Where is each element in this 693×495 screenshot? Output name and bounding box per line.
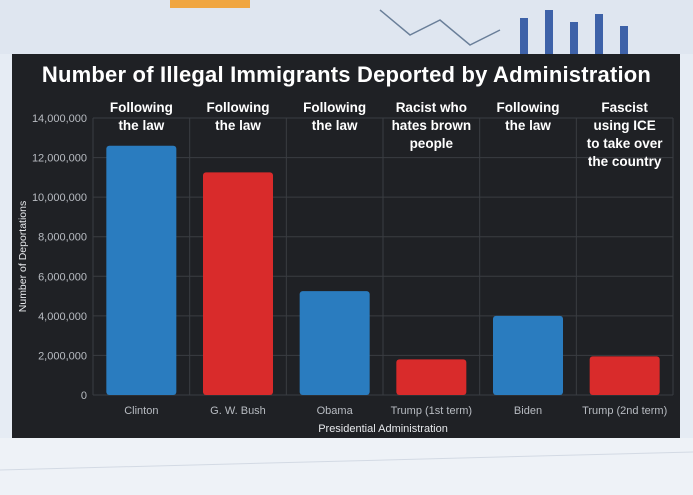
- y-tick-label: 8,000,000: [38, 232, 87, 244]
- x-tick-label: Clinton: [124, 405, 158, 417]
- x-tick-label: G. W. Bush: [210, 405, 266, 417]
- bar-annotation: Following the law: [109, 100, 173, 133]
- y-tick-label: 12,000,000: [32, 153, 87, 165]
- y-tick-label: 6,000,000: [38, 271, 87, 283]
- y-tick-label: 2,000,000: [38, 350, 87, 362]
- x-axis-label: Presidential Administration: [318, 423, 448, 435]
- bar-annotation: Following the law: [206, 100, 270, 133]
- bar-annotation: Following the law: [303, 100, 367, 133]
- bar-annotation: Following the law: [496, 100, 560, 133]
- bar-clinton: [106, 145, 177, 395]
- bar-obama: [299, 291, 370, 395]
- x-tick-label: Trump (1st term): [391, 405, 473, 417]
- chart-title: Number of Illegal Immigrants Deported by…: [41, 62, 652, 87]
- y-axis-label: Number of Deportations: [17, 201, 29, 312]
- x-tick-label: Trump (2nd term): [582, 405, 667, 417]
- bar-annotation: Racist who hates brown people: [391, 100, 472, 151]
- y-tick-label: 0: [81, 390, 87, 402]
- bar-trump-2nd-term: [589, 356, 660, 395]
- bar-annotation: Fascist using ICE to take over the count…: [586, 100, 663, 169]
- bar-g-w-bush: [203, 172, 273, 395]
- y-tick-label: 10,000,000: [32, 192, 87, 204]
- x-tick-label: Biden: [514, 405, 542, 417]
- bar-trump-1st-term: [396, 359, 467, 395]
- bar-biden: [493, 315, 563, 395]
- y-tick-label: 4,000,000: [38, 311, 87, 323]
- x-tick-label: Obama: [317, 405, 354, 417]
- y-tick-label: 14,000,000: [32, 113, 87, 125]
